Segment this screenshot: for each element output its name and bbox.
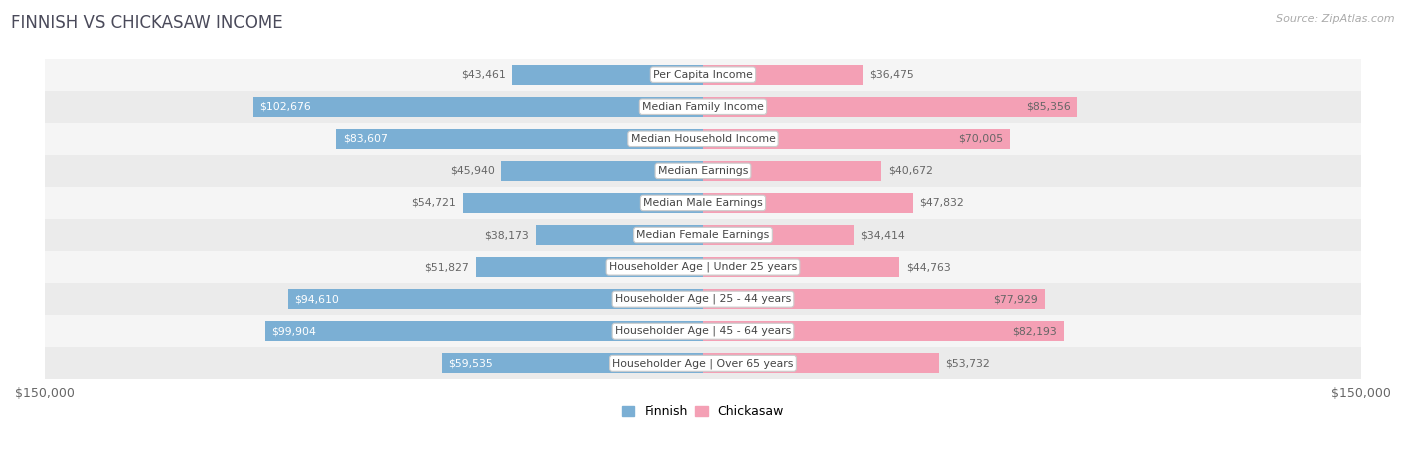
Bar xyxy=(45,219,1361,251)
Bar xyxy=(45,91,1361,123)
Bar xyxy=(45,283,1361,315)
Text: Median Female Earnings: Median Female Earnings xyxy=(637,230,769,240)
Text: Householder Age | Over 65 years: Householder Age | Over 65 years xyxy=(612,358,794,368)
Text: $43,461: $43,461 xyxy=(461,70,506,80)
Bar xyxy=(463,193,703,213)
Text: Median Earnings: Median Earnings xyxy=(658,166,748,176)
Bar xyxy=(703,65,863,85)
Text: $51,827: $51,827 xyxy=(425,262,470,272)
Bar xyxy=(512,65,703,85)
Bar xyxy=(703,161,882,181)
Text: $94,610: $94,610 xyxy=(294,294,339,304)
Bar xyxy=(703,354,939,373)
Bar xyxy=(703,129,1010,149)
Bar xyxy=(253,97,703,117)
Bar xyxy=(288,289,703,309)
Bar xyxy=(475,257,703,277)
Bar xyxy=(45,315,1361,347)
Text: Median Household Income: Median Household Income xyxy=(630,134,776,144)
Legend: Finnish, Chickasaw: Finnish, Chickasaw xyxy=(617,400,789,423)
Bar xyxy=(45,251,1361,283)
Text: FINNISH VS CHICKASAW INCOME: FINNISH VS CHICKASAW INCOME xyxy=(11,14,283,32)
Text: $102,676: $102,676 xyxy=(259,102,311,112)
Text: $53,732: $53,732 xyxy=(945,358,990,368)
Text: $45,940: $45,940 xyxy=(450,166,495,176)
Bar xyxy=(45,155,1361,187)
Bar xyxy=(45,347,1361,379)
Text: $70,005: $70,005 xyxy=(959,134,1004,144)
Text: $82,193: $82,193 xyxy=(1012,326,1057,336)
Text: $47,832: $47,832 xyxy=(920,198,965,208)
Text: Per Capita Income: Per Capita Income xyxy=(652,70,754,80)
Text: $36,475: $36,475 xyxy=(869,70,914,80)
Bar xyxy=(703,225,853,245)
Text: $77,929: $77,929 xyxy=(994,294,1038,304)
Bar xyxy=(264,321,703,341)
Bar xyxy=(502,161,703,181)
Text: $99,904: $99,904 xyxy=(271,326,316,336)
Bar xyxy=(536,225,703,245)
Bar xyxy=(703,321,1063,341)
Text: Householder Age | Under 25 years: Householder Age | Under 25 years xyxy=(609,262,797,272)
Text: $44,763: $44,763 xyxy=(905,262,950,272)
Bar xyxy=(45,59,1361,91)
Text: $34,414: $34,414 xyxy=(860,230,905,240)
Bar xyxy=(703,97,1077,117)
Bar xyxy=(703,289,1045,309)
Text: $85,356: $85,356 xyxy=(1026,102,1071,112)
Bar xyxy=(336,129,703,149)
Text: Median Family Income: Median Family Income xyxy=(643,102,763,112)
Text: Source: ZipAtlas.com: Source: ZipAtlas.com xyxy=(1277,14,1395,24)
Text: Householder Age | 25 - 44 years: Householder Age | 25 - 44 years xyxy=(614,294,792,304)
Text: $83,607: $83,607 xyxy=(343,134,388,144)
Text: $40,672: $40,672 xyxy=(889,166,934,176)
Bar xyxy=(441,354,703,373)
Bar xyxy=(45,123,1361,155)
Bar xyxy=(703,257,900,277)
Bar xyxy=(45,187,1361,219)
Text: $38,173: $38,173 xyxy=(484,230,529,240)
Text: Median Male Earnings: Median Male Earnings xyxy=(643,198,763,208)
Text: $54,721: $54,721 xyxy=(412,198,457,208)
Text: Householder Age | 45 - 64 years: Householder Age | 45 - 64 years xyxy=(614,326,792,337)
Text: $59,535: $59,535 xyxy=(449,358,494,368)
Bar xyxy=(703,193,912,213)
